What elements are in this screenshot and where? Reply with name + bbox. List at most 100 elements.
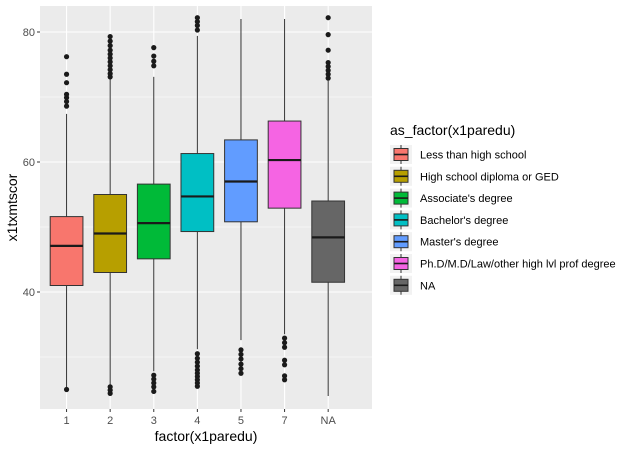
y-axis-ticks: 40 60 80 [23, 27, 40, 299]
outlier-point [325, 15, 331, 21]
outlier-point [151, 388, 157, 395]
outlier-point [194, 22, 200, 29]
x-tick-label: 2 [107, 415, 113, 427]
outlier-point [151, 380, 157, 386]
outlier-point [194, 363, 200, 369]
legend-label: Less than high school [420, 150, 526, 162]
legend-label: Bachelor's degree [420, 215, 508, 227]
outlier-point [194, 367, 200, 373]
x-tick-label: 7 [282, 415, 288, 427]
box-series [49, 15, 346, 396]
box-body [136, 183, 171, 260]
outlier-point [151, 58, 157, 64]
outlier-point [151, 372, 157, 378]
outlier-point [238, 347, 244, 353]
outlier-point [107, 33, 113, 40]
outlier-point [63, 91, 70, 97]
x-tick-label: 3 [151, 415, 157, 427]
box-body [267, 120, 302, 209]
box-NA [311, 15, 346, 396]
outlier-point [238, 351, 244, 357]
y-tick-label: 60 [23, 157, 35, 169]
box-3 [136, 45, 171, 395]
y-axis-title: x1txmtscor [4, 173, 20, 241]
legend-item: Bachelor's degree [390, 210, 508, 230]
outlier-point [107, 384, 113, 390]
box-1 [49, 54, 84, 393]
outlier-point [238, 361, 244, 367]
outlier-point [325, 75, 331, 81]
box-4 [180, 15, 215, 389]
legend-label: Master's degree [420, 237, 499, 249]
outlier-point [194, 359, 200, 365]
outlier-point [151, 384, 157, 390]
outlier-point [151, 53, 157, 59]
outlier-point [107, 51, 113, 57]
outlier-point [194, 27, 200, 33]
outlier-point [107, 59, 113, 65]
outlier-point [107, 47, 113, 53]
box-body [180, 153, 215, 233]
legend-item: Associate's degree [390, 188, 513, 208]
outlier-point [194, 355, 200, 361]
outlier-point [107, 71, 113, 77]
outlier-point [63, 98, 70, 105]
outlier-point [194, 19, 200, 25]
outlier-point [281, 362, 288, 368]
x-axis-title: factor(x1paredu) [155, 428, 258, 444]
outlier-point [281, 357, 288, 363]
outlier-point [281, 340, 288, 346]
box-2 [93, 33, 128, 396]
outlier-point [107, 43, 113, 49]
outlier-point [325, 71, 331, 77]
outlier-point [107, 38, 113, 44]
y-tick-label: 40 [23, 287, 35, 299]
outlier-point [194, 351, 200, 357]
legend: as_factor(x1paredu) Less than high schoo… [390, 122, 616, 295]
outlier-point [281, 377, 288, 383]
outlier-point [63, 386, 70, 393]
outlier-point [325, 59, 331, 66]
x-axis-ticks: 1 2 3 4 5 7 NA [63, 409, 336, 427]
outlier-point [107, 67, 113, 73]
outlier-point [325, 67, 331, 73]
x-tick-label: 5 [238, 415, 244, 427]
outlier-point [63, 80, 70, 86]
outlier-point [151, 45, 157, 51]
legend-label: NA [420, 280, 436, 292]
outlier-point [151, 376, 157, 382]
outlier-point [325, 63, 331, 70]
legend-title: as_factor(x1paredu) [390, 122, 515, 138]
box-5 [224, 19, 258, 376]
box-body [311, 200, 346, 283]
outlier-point [63, 71, 70, 77]
legend-label: Ph.D/M.D/Law/other high lvl prof degree [420, 259, 616, 271]
legend-label: Associate's degree [420, 193, 513, 205]
box-body [49, 216, 84, 287]
outlier-point [238, 356, 244, 362]
legend-item: NA [390, 275, 436, 295]
x-tick-label: 1 [63, 415, 69, 427]
x-tick-label: 4 [194, 415, 200, 427]
legend-item: Less than high school [390, 145, 526, 164]
outlier-point [107, 55, 113, 61]
legend-item: Master's degree [390, 232, 499, 252]
outlier-point [281, 335, 288, 341]
outlier-point [281, 373, 288, 379]
outlier-point [238, 366, 244, 372]
box-7 [267, 19, 302, 383]
outlier-point [325, 31, 331, 38]
y-tick-label: 80 [23, 27, 35, 39]
outlier-point [194, 15, 200, 21]
outlier-point [63, 103, 70, 109]
outlier-point [107, 63, 113, 69]
outlier-point [238, 370, 244, 376]
legend-item: High school diploma or GED [390, 166, 559, 186]
outlier-point [151, 63, 157, 69]
x-tick-label: NA [321, 415, 337, 427]
outlier-point [281, 344, 288, 350]
legend-item: Ph.D/M.D/Law/other high lvl prof degree [390, 254, 616, 273]
outlier-point [325, 47, 331, 53]
legend-label: High school diploma or GED [420, 171, 559, 183]
